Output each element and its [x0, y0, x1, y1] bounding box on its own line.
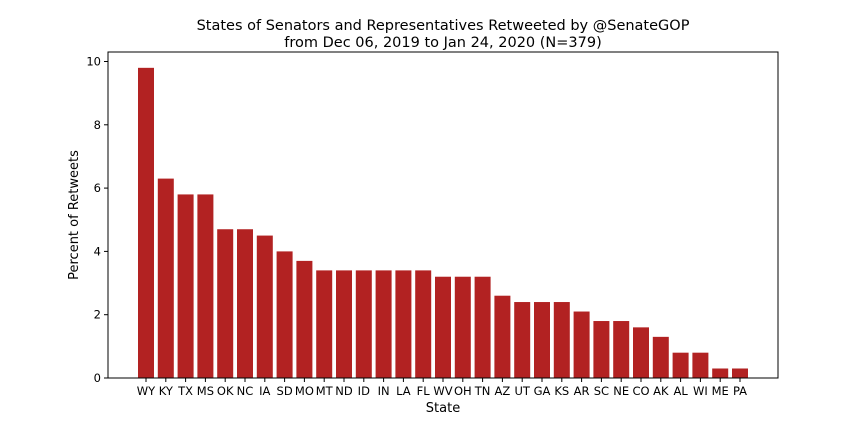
bar-ar — [573, 311, 590, 378]
x-tick-label-ut: UT — [514, 384, 530, 398]
bar-ks — [553, 302, 570, 378]
x-tick-label-ks: KS — [554, 384, 569, 398]
x-tick-label-co: CO — [632, 384, 649, 398]
bar-fl — [415, 270, 432, 378]
bar-id — [355, 270, 372, 378]
x-tick-label-ne: NE — [613, 384, 629, 398]
x-tick-label-al: AL — [673, 384, 688, 398]
bars-group — [138, 67, 748, 378]
y-axis-label: Percent of Retweets — [67, 150, 82, 280]
bar-me — [712, 368, 729, 378]
bar-tn — [474, 276, 491, 378]
bar-nc — [237, 229, 253, 378]
x-tick-label-ga: GA — [534, 384, 551, 398]
bar-wy — [138, 67, 154, 378]
x-tick-label-ak: AK — [653, 384, 669, 398]
y-tick-label-6: 6 — [94, 181, 101, 195]
bar-ak — [652, 336, 669, 378]
x-tick-label-oh: OH — [454, 384, 472, 398]
x-tick-label-az: AZ — [495, 384, 511, 398]
x-tick-label-ms: MS — [197, 384, 214, 398]
bar-sd — [276, 251, 293, 378]
bar-ga — [534, 302, 550, 378]
chart-title-line-2: from Dec 06, 2019 to Jan 24, 2020 (N=379… — [284, 35, 602, 51]
bar-ky — [157, 178, 174, 378]
x-tick-label-ok: OK — [217, 384, 234, 398]
x-tick-label-ky: KY — [159, 384, 174, 398]
bar-az — [494, 295, 511, 378]
bar-ut — [514, 302, 531, 378]
x-tick-label-wy: WY — [137, 384, 156, 398]
x-tick-label-la: LA — [396, 384, 411, 398]
x-tick-label-tx: TX — [177, 384, 193, 398]
bar-oh — [454, 276, 471, 378]
x-tick-label-tn: TN — [474, 384, 491, 398]
bar-ne — [613, 321, 630, 378]
bar-ok — [217, 229, 234, 378]
bar-in — [375, 270, 392, 378]
x-tick-label-in: IN — [378, 384, 390, 398]
y-tick-label-0: 0 — [94, 371, 101, 385]
bar-wv — [435, 276, 451, 378]
bar-al — [672, 352, 689, 378]
x-tick-label-nc: NC — [237, 384, 254, 398]
y-tick-label-10: 10 — [86, 54, 101, 68]
x-tick-label-mt: MT — [316, 384, 334, 398]
bar-mo — [296, 260, 313, 378]
x-tick-label-mo: MO — [295, 384, 314, 398]
bar-sc — [593, 321, 610, 378]
bar-ms — [197, 194, 214, 378]
chart-title-line-1: States of Senators and Representatives R… — [197, 18, 690, 34]
x-tick-label-id: ID — [358, 384, 370, 398]
y-tick-label-2: 2 — [94, 308, 101, 322]
x-tick-label-ar: AR — [574, 384, 590, 398]
plot-frame — [107, 51, 779, 379]
bar-pa — [732, 368, 748, 378]
bar-wi — [692, 352, 709, 378]
x-tick-label-wv: WV — [433, 384, 452, 398]
y-tick-label-4: 4 — [94, 244, 101, 258]
bar-co — [633, 327, 649, 378]
x-axis-ticks: WY KY TX MS OK NC IA SD MO MT ND ID IN LA FL WV OH TN AZ UT… — [137, 378, 747, 398]
x-tick-label-ia: IA — [259, 384, 270, 398]
y-tick-label-8: 8 — [94, 118, 101, 132]
bar-mt — [316, 270, 333, 378]
x-tick-label-sd: SD — [277, 384, 293, 398]
x-tick-label-pa: PA — [733, 384, 747, 398]
bar-nd — [336, 270, 352, 378]
x-tick-label-me: ME — [712, 384, 729, 398]
x-tick-label-nd: ND — [335, 384, 353, 398]
x-tick-label-fl: FL — [417, 384, 431, 398]
y-axis-ticks: 0 2 4 6 8 10 — [86, 54, 108, 385]
bar-tx — [177, 194, 194, 378]
bar-ia — [256, 235, 273, 378]
x-tick-label-wi: WI — [693, 384, 708, 398]
x-axis-label: State — [426, 401, 460, 416]
bar-la — [395, 270, 412, 378]
x-tick-label-sc: SC — [594, 384, 609, 398]
